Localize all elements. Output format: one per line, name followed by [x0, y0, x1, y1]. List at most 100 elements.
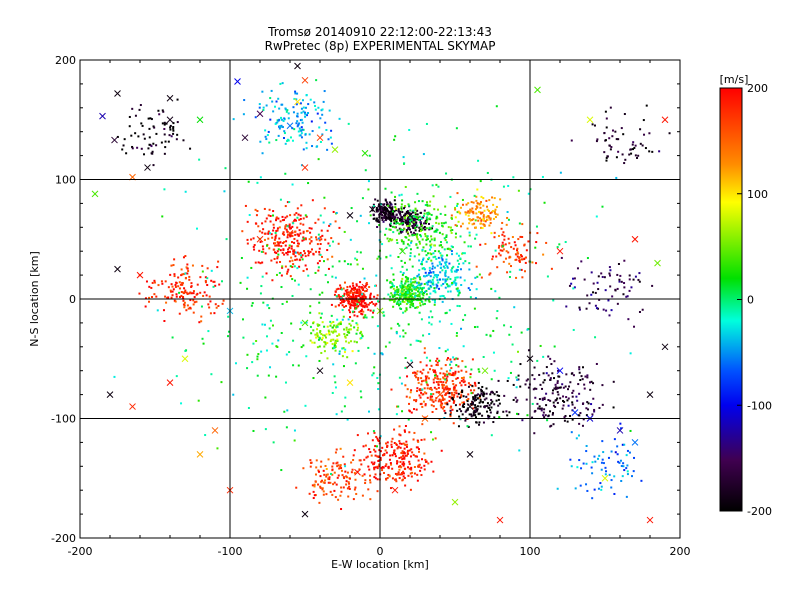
- data-point: [408, 463, 411, 466]
- data-point: [400, 456, 403, 459]
- data-point: [278, 226, 281, 229]
- data-point: [422, 214, 425, 217]
- data-point: [348, 292, 351, 295]
- data-point: [452, 356, 455, 359]
- data-point: [354, 306, 357, 309]
- data-point: [370, 301, 373, 304]
- data-point: [445, 385, 448, 388]
- data-point: [373, 431, 376, 434]
- data-point: [293, 128, 296, 131]
- data-point: [252, 245, 255, 248]
- data-point: [182, 296, 185, 299]
- data-point: [359, 299, 362, 302]
- data-point: [415, 225, 418, 228]
- data-point: [474, 276, 477, 279]
- data-point: [567, 388, 570, 391]
- data-point: [409, 343, 412, 346]
- data-point: [206, 277, 209, 280]
- data-point: [473, 307, 476, 310]
- data-point: [289, 250, 292, 253]
- data-point: [497, 246, 500, 249]
- data-point: [345, 340, 348, 343]
- data-point: [432, 281, 435, 284]
- data-point: [322, 481, 325, 484]
- data-point: [353, 310, 356, 313]
- data-point: [425, 239, 428, 242]
- data-point: [394, 226, 397, 229]
- data-point: [467, 214, 470, 217]
- data-point: [271, 342, 274, 345]
- data-point: [451, 267, 454, 270]
- data-point: [491, 400, 494, 403]
- data-point: [506, 211, 509, 214]
- data-point: [183, 301, 186, 304]
- data-point: [199, 276, 202, 279]
- data-point: [400, 259, 403, 262]
- data-point: [512, 383, 515, 386]
- data-point: [342, 300, 345, 303]
- data-point: [403, 477, 406, 480]
- data-point: [516, 249, 519, 252]
- data-point: [365, 303, 368, 306]
- data-point: [414, 213, 417, 216]
- data-point: [425, 260, 428, 263]
- data-point: [510, 265, 513, 268]
- data-point: [438, 347, 441, 350]
- data-point: [196, 283, 199, 286]
- data-point: [473, 399, 476, 402]
- data-point: [335, 288, 338, 291]
- data-point: [472, 396, 475, 399]
- cross-marker: [384, 214, 391, 222]
- data-point: [492, 391, 495, 394]
- data-point: [420, 235, 423, 238]
- data-point: [489, 411, 492, 414]
- data-point: [432, 378, 435, 381]
- data-point: [392, 295, 395, 298]
- data-point: [428, 279, 431, 282]
- data-point: [317, 470, 320, 473]
- cross-marker: [646, 516, 654, 524]
- data-point: [284, 142, 287, 145]
- data-point: [261, 222, 264, 225]
- data-point: [265, 335, 268, 338]
- data-point: [416, 218, 419, 221]
- x-axis-ticks: -200 -100 0 100 200: [68, 60, 691, 558]
- data-point: [518, 449, 521, 452]
- data-point: [458, 211, 461, 214]
- data-point: [429, 279, 432, 282]
- data-point: [561, 407, 564, 410]
- data-point: [581, 366, 584, 369]
- data-point: [415, 400, 418, 403]
- data-point: [442, 376, 445, 379]
- data-point: [256, 358, 259, 361]
- cross-marker: [586, 116, 594, 124]
- data-point: [454, 278, 457, 281]
- data-point: [444, 286, 447, 289]
- data-point: [551, 413, 554, 416]
- data-point: [410, 283, 413, 286]
- data-point: [554, 405, 557, 408]
- data-point: [354, 294, 357, 297]
- data-point: [390, 327, 393, 330]
- data-point: [613, 438, 616, 441]
- data-point: [460, 377, 463, 380]
- data-point: [336, 334, 339, 337]
- data-point: [454, 232, 457, 235]
- data-point: [535, 241, 538, 244]
- data-point: [267, 232, 270, 235]
- data-point: [153, 279, 156, 282]
- data-point: [291, 139, 294, 142]
- data-point: [298, 218, 301, 221]
- data-point: [416, 306, 419, 309]
- data-point: [406, 451, 409, 454]
- data-point: [550, 363, 553, 366]
- data-point: [276, 345, 279, 348]
- data-point: [134, 132, 137, 135]
- data-point: [372, 372, 375, 375]
- data-point: [485, 387, 488, 390]
- data-point: [379, 456, 382, 459]
- data-point: [367, 180, 370, 183]
- data-point: [495, 317, 498, 320]
- data-point: [571, 395, 574, 398]
- data-point: [385, 256, 388, 259]
